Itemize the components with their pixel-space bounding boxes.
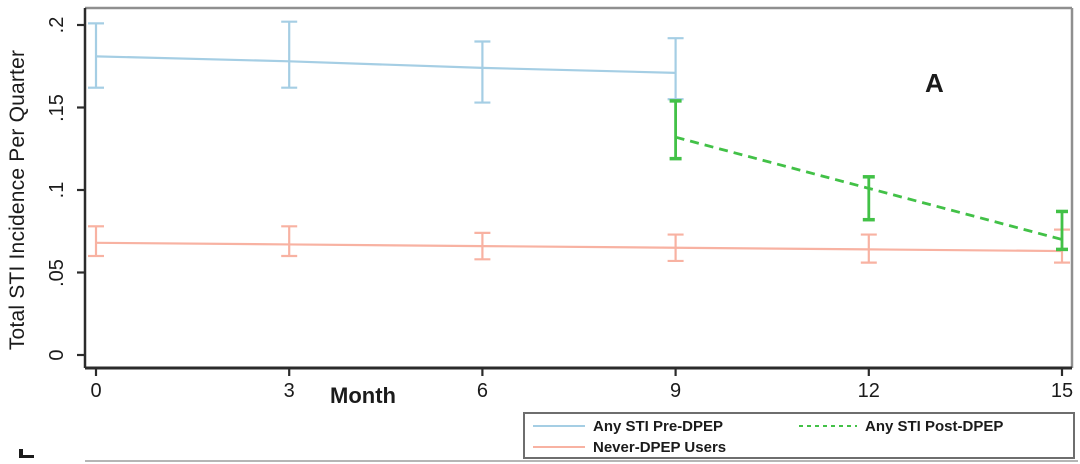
legend: Any STI Pre-DPEP Never-DPEP Users Any STI …	[523, 412, 1075, 459]
legend-item: Any STI Post-DPEP	[799, 416, 1003, 436]
panel-label: A	[925, 68, 944, 98]
y-tick-label: .15	[46, 93, 68, 122]
legend-item-label: Any STI Pre-DPEP	[593, 417, 724, 435]
panel-b-ylabel-fragment	[19, 449, 35, 460]
x-tick-label: 15	[1050, 380, 1074, 402]
x-tick-label: 0	[90, 380, 102, 402]
y-axis-title: Total STI Incidence Per Quarter	[6, 49, 29, 351]
y-tick-label: .05	[46, 258, 68, 287]
y-tick-label: .2	[46, 16, 68, 34]
fragment-stroke	[19, 455, 34, 458]
x-axis-title: Month	[330, 383, 396, 408]
series-line	[95, 55, 676, 74]
series-line	[95, 241, 1063, 253]
legend-item-label: Any STI Post-DPEP	[865, 417, 1004, 435]
legend-swatch-solid-line	[533, 425, 585, 427]
legend-item: Never-DPEP Users	[533, 437, 726, 457]
fragment-stroke	[19, 449, 23, 457]
x-tick-label: 9	[670, 380, 682, 402]
legend-swatch-dashed-line	[799, 425, 857, 427]
series-line	[675, 135, 1063, 241]
x-tick-label: 3	[283, 380, 295, 402]
next-panel-top-border	[85, 460, 1078, 462]
x-tick-label: 6	[476, 380, 488, 402]
y-tick-label: 0	[46, 349, 68, 361]
legend-swatch-solid-line	[533, 446, 585, 448]
legend-item-label: Never-DPEP Users	[593, 438, 727, 456]
legend-item: Any STI Pre-DPEP	[533, 416, 723, 436]
x-tick-label: 12	[857, 380, 880, 402]
y-tick-label: .1	[46, 181, 68, 199]
